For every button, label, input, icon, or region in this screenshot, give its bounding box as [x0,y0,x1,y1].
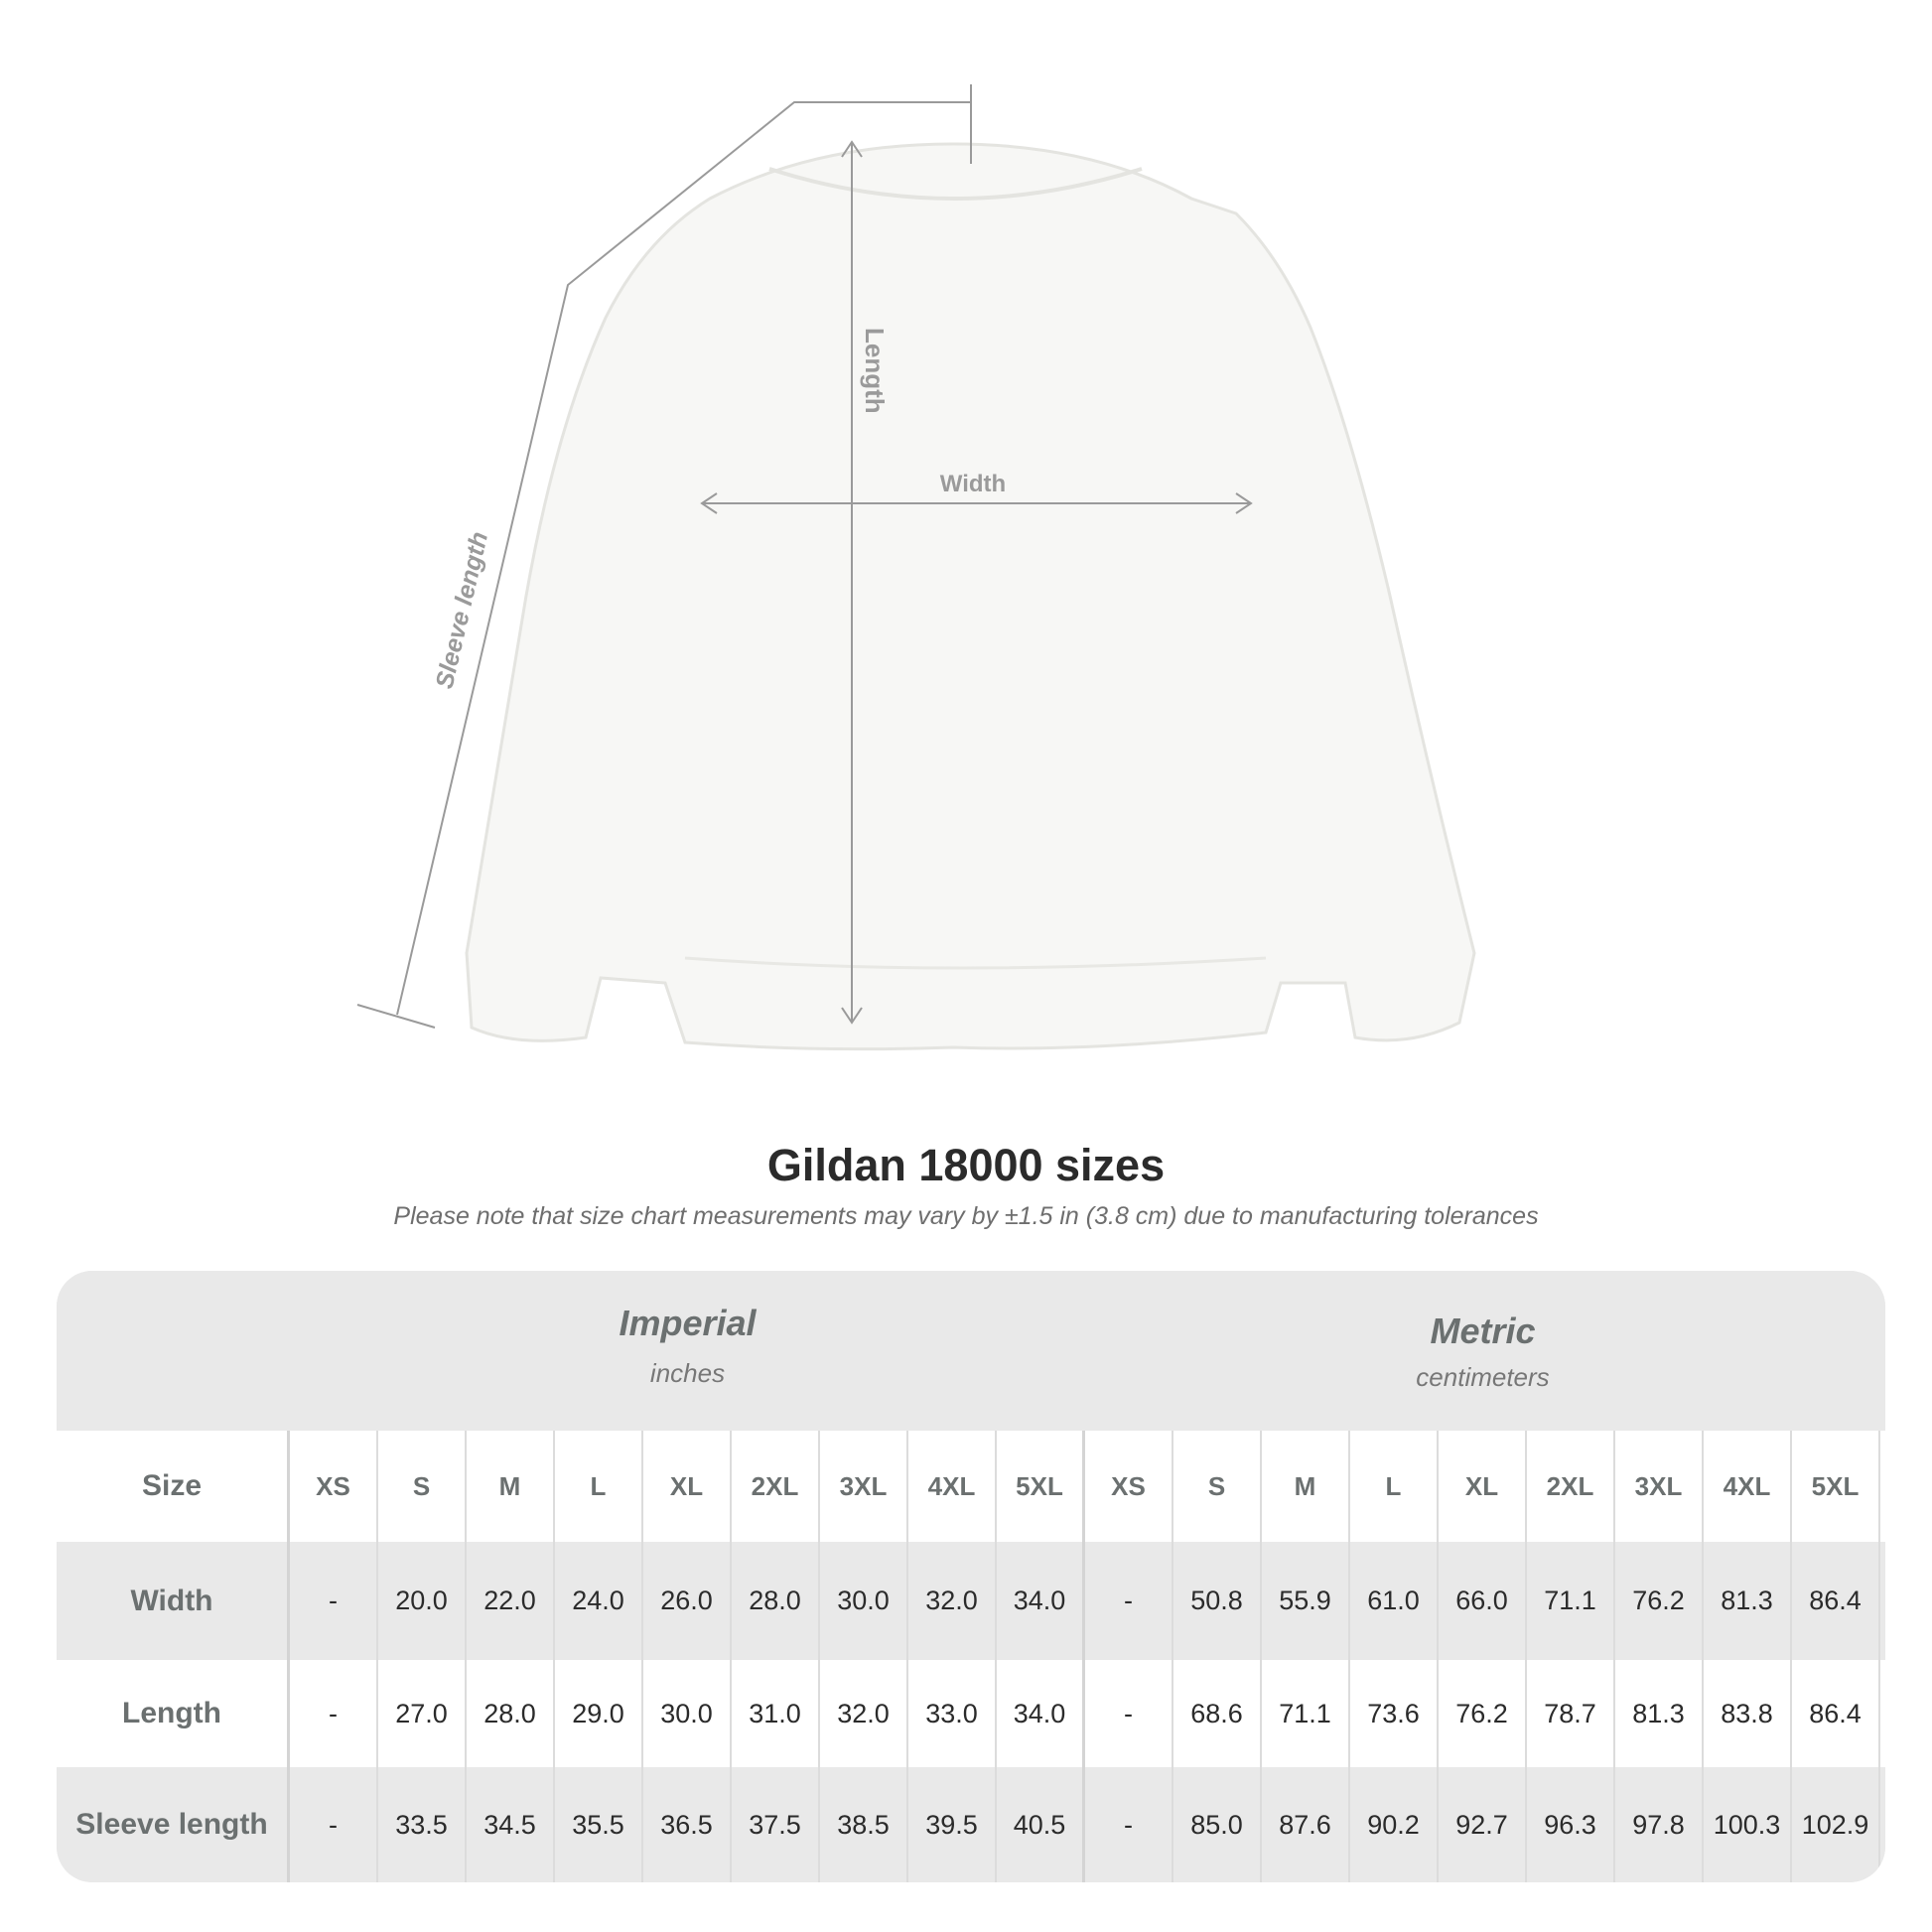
table-cell: 87.6 [1262,1767,1350,1882]
table-cell: 81.3 [1615,1660,1704,1767]
table-cell: 37.5 [732,1767,820,1882]
table-row: Sleeve length -33.5 34.5 35.5 36.5 37.5 38.5 39… [57,1767,1885,1882]
table-cell: - [1085,1767,1173,1882]
size-header-cell: 3XL [820,1431,908,1542]
size-header-cell: S [1173,1431,1262,1542]
size-header-cell: S [378,1431,467,1542]
table-cell: 24.0 [555,1542,643,1660]
sweatshirt [465,142,1476,1051]
metric-title: Metric [1430,1311,1536,1351]
size-header-cell: 4XL [1704,1431,1792,1542]
sleeve-length-line [356,84,972,1029]
table-cell: 68.6 [1173,1660,1262,1767]
length-arrow [841,140,863,1025]
table-cell: 20.0 [378,1542,467,1660]
size-header-cell: XL [643,1431,732,1542]
table-cell: 30.0 [820,1542,908,1660]
size-header-cell: 5XL [997,1431,1085,1542]
table-cell: 85.0 [1173,1767,1262,1882]
row-label: Length [57,1660,290,1767]
table-cell: 27.0 [378,1660,467,1767]
size-header-cell: 5XL [1792,1431,1880,1542]
size-header-cell: M [1262,1431,1350,1542]
table-row: Width -20.0 22.0 24.0 26.0 28.0 30.0 32.0 34.0-5… [57,1542,1885,1660]
imperial-title: Imperial [619,1303,757,1343]
table-cell: 39.5 [908,1767,997,1882]
table-cell: 86.4 [1792,1542,1880,1660]
size-header-cell: L [1350,1431,1439,1542]
table-cell: 34.5 [467,1767,555,1882]
table-cell: 76.2 [1615,1542,1704,1660]
table-cell: 33.5 [378,1767,467,1882]
sweatshirt-illustration: Length Width Sleeve length [356,84,1476,1051]
table-cell: - [1085,1660,1173,1767]
width-label: Width [940,471,1006,497]
table-cell: 30.0 [643,1660,732,1767]
table-cell: 71.1 [1262,1660,1350,1767]
table-cell: 73.6 [1350,1660,1439,1767]
table-cell: 90.2 [1350,1767,1439,1882]
table-cell: 29.0 [555,1660,643,1767]
imperial-unit: inches [649,1358,726,1388]
table-cell: 86.4 [1792,1660,1880,1767]
table-cell: 28.0 [732,1542,820,1660]
table-cell: 100.3 [1704,1767,1792,1882]
table-cell: 78.7 [1527,1660,1615,1767]
table-cell: - [290,1660,378,1767]
table-cell: 28.0 [467,1660,555,1767]
imperial-header: Imperial inches [290,1303,1085,1389]
table-cell: 40.5 [997,1767,1085,1882]
table-cell: 83.8 [1704,1660,1792,1767]
table-cell: 38.5 [820,1767,908,1882]
size-header-cell: M [467,1431,555,1542]
table-cell: 33.0 [908,1660,997,1767]
size-header-cell: 3XL [1615,1431,1704,1542]
table-cell: 32.0 [908,1542,997,1660]
table-cell: 96.3 [1527,1767,1615,1882]
size-header-cell: 2XL [1527,1431,1615,1542]
table-cell: 50.8 [1173,1542,1262,1660]
row-label: Size [57,1431,290,1542]
page-title: Gildan 18000 sizes [766,1140,1166,1190]
table-cell: 92.7 [1439,1767,1527,1882]
size-header-cell: XS [1085,1431,1173,1542]
size-header-row: Size XS S M L XL 2XL 3XL 4XL 5XL XS S M L XL 2XL 3XL 4XL 5… [57,1431,1885,1542]
tolerance-note: Please note that size chart measurements… [393,1202,1539,1230]
size-header-cell: XS [290,1431,378,1542]
table-cell: 66.0 [1439,1542,1527,1660]
table-cell: 22.0 [467,1542,555,1660]
table-cell: 34.0 [997,1660,1085,1767]
size-header-cell: 2XL [732,1431,820,1542]
table-cell: 36.5 [643,1767,732,1882]
table-cell: 31.0 [732,1660,820,1767]
size-table: Imperial inches Metric centimeters Size X… [57,1271,1885,1882]
width-arrow [700,492,1253,514]
table-cell: 26.0 [643,1542,732,1660]
sleeve-length-label: Sleeve length [431,529,494,691]
table-cell: 55.9 [1262,1542,1350,1660]
table-cell: 97.8 [1615,1767,1704,1882]
table-cell: 71.1 [1527,1542,1615,1660]
unit-header: Imperial inches Metric centimeters [57,1271,1885,1431]
row-label: Width [57,1542,290,1660]
table-cell: 61.0 [1350,1542,1439,1660]
row-label: Sleeve length [57,1767,290,1882]
table-cell: 34.0 [997,1542,1085,1660]
length-label: Length [860,328,890,414]
table-cell: 81.3 [1704,1542,1792,1660]
table-cell: 35.5 [555,1767,643,1882]
table-row: Length -27.0 28.0 29.0 30.0 31.0 32.0 33.0 34.0-… [57,1660,1885,1767]
table-cell: - [290,1767,378,1882]
metric-header: Metric centimeters [1085,1311,1880,1393]
table-cell: 32.0 [820,1660,908,1767]
size-header-cell: 4XL [908,1431,997,1542]
table-cell: - [290,1542,378,1660]
size-header-cell: L [555,1431,643,1542]
metric-unit: centimeters [1416,1362,1550,1392]
table-cell: - [1085,1542,1173,1660]
table-cell: 76.2 [1439,1660,1527,1767]
table-cell: 102.9 [1792,1767,1880,1882]
size-header-cell: XL [1439,1431,1527,1542]
